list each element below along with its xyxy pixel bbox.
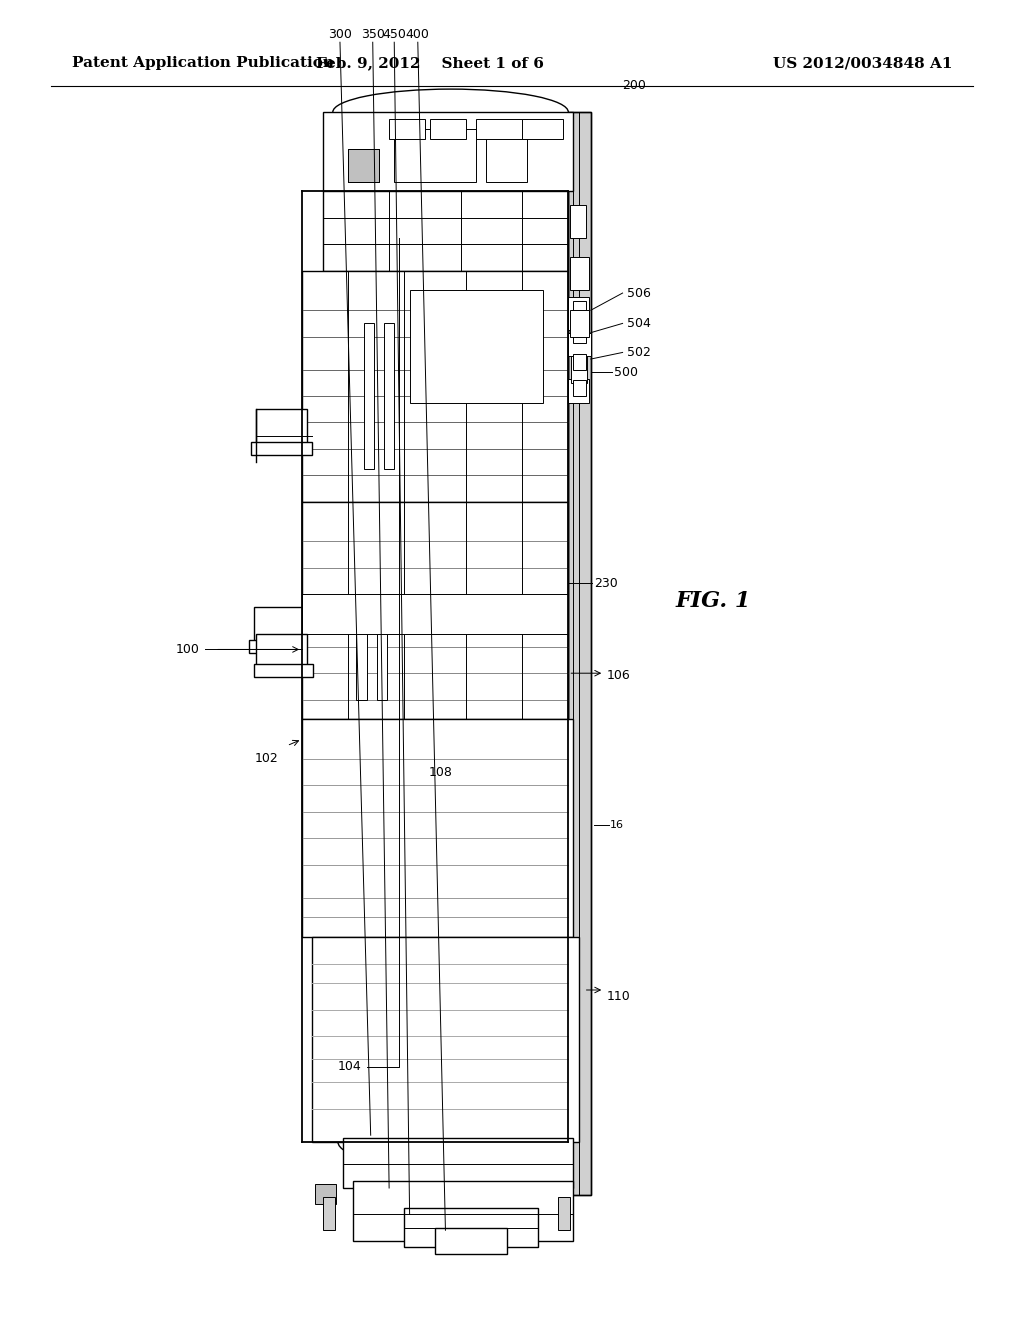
FancyBboxPatch shape [568, 379, 589, 403]
FancyBboxPatch shape [315, 1184, 336, 1204]
FancyBboxPatch shape [377, 634, 387, 700]
FancyBboxPatch shape [302, 271, 568, 502]
FancyBboxPatch shape [570, 310, 589, 337]
FancyBboxPatch shape [389, 119, 425, 139]
Text: 500: 500 [614, 366, 638, 379]
Text: 300: 300 [328, 28, 352, 41]
Text: 502: 502 [627, 346, 650, 359]
FancyBboxPatch shape [256, 634, 307, 673]
FancyBboxPatch shape [573, 327, 586, 343]
Text: 350: 350 [360, 28, 385, 41]
FancyBboxPatch shape [249, 640, 315, 653]
FancyBboxPatch shape [394, 129, 476, 182]
Text: 504: 504 [627, 317, 650, 330]
FancyBboxPatch shape [384, 323, 394, 469]
FancyBboxPatch shape [343, 1138, 573, 1188]
FancyBboxPatch shape [302, 594, 568, 634]
FancyBboxPatch shape [558, 1197, 570, 1230]
FancyBboxPatch shape [353, 1181, 573, 1241]
FancyBboxPatch shape [573, 301, 586, 317]
FancyBboxPatch shape [323, 112, 573, 191]
Text: Patent Application Publication: Patent Application Publication [72, 57, 334, 70]
Text: US 2012/0034848 A1: US 2012/0034848 A1 [773, 57, 952, 70]
Text: 110: 110 [606, 990, 630, 1003]
FancyBboxPatch shape [568, 297, 589, 330]
FancyBboxPatch shape [570, 205, 586, 238]
Text: FIG. 1: FIG. 1 [676, 590, 752, 611]
FancyBboxPatch shape [254, 607, 310, 647]
FancyBboxPatch shape [486, 129, 527, 182]
Text: Feb. 9, 2012    Sheet 1 of 6: Feb. 9, 2012 Sheet 1 of 6 [316, 57, 544, 70]
Text: 104: 104 [338, 1060, 361, 1073]
FancyBboxPatch shape [356, 634, 367, 700]
FancyBboxPatch shape [430, 119, 466, 139]
Text: 400: 400 [406, 28, 430, 41]
Text: 16: 16 [610, 820, 625, 830]
FancyBboxPatch shape [435, 1228, 507, 1254]
Text: 506: 506 [627, 286, 650, 300]
FancyBboxPatch shape [571, 356, 587, 383]
Text: 100: 100 [176, 643, 200, 656]
FancyBboxPatch shape [410, 290, 543, 403]
FancyBboxPatch shape [404, 1208, 538, 1247]
FancyBboxPatch shape [573, 354, 586, 370]
FancyBboxPatch shape [256, 409, 307, 449]
FancyBboxPatch shape [568, 112, 591, 1195]
FancyBboxPatch shape [302, 719, 573, 937]
FancyBboxPatch shape [254, 664, 313, 677]
FancyBboxPatch shape [522, 119, 563, 139]
FancyBboxPatch shape [323, 1197, 335, 1230]
FancyBboxPatch shape [476, 119, 527, 139]
FancyBboxPatch shape [312, 937, 579, 1142]
Text: 450: 450 [382, 28, 407, 41]
FancyBboxPatch shape [568, 333, 591, 356]
FancyBboxPatch shape [364, 323, 374, 469]
FancyBboxPatch shape [323, 191, 568, 271]
Text: 230: 230 [594, 577, 617, 590]
Text: 106: 106 [606, 669, 630, 682]
Text: 102: 102 [255, 752, 279, 766]
FancyBboxPatch shape [302, 502, 568, 719]
Text: 108: 108 [428, 766, 453, 779]
FancyBboxPatch shape [348, 149, 379, 182]
FancyBboxPatch shape [573, 380, 586, 396]
Text: 200: 200 [623, 79, 646, 92]
FancyBboxPatch shape [251, 442, 312, 455]
FancyBboxPatch shape [570, 257, 589, 290]
